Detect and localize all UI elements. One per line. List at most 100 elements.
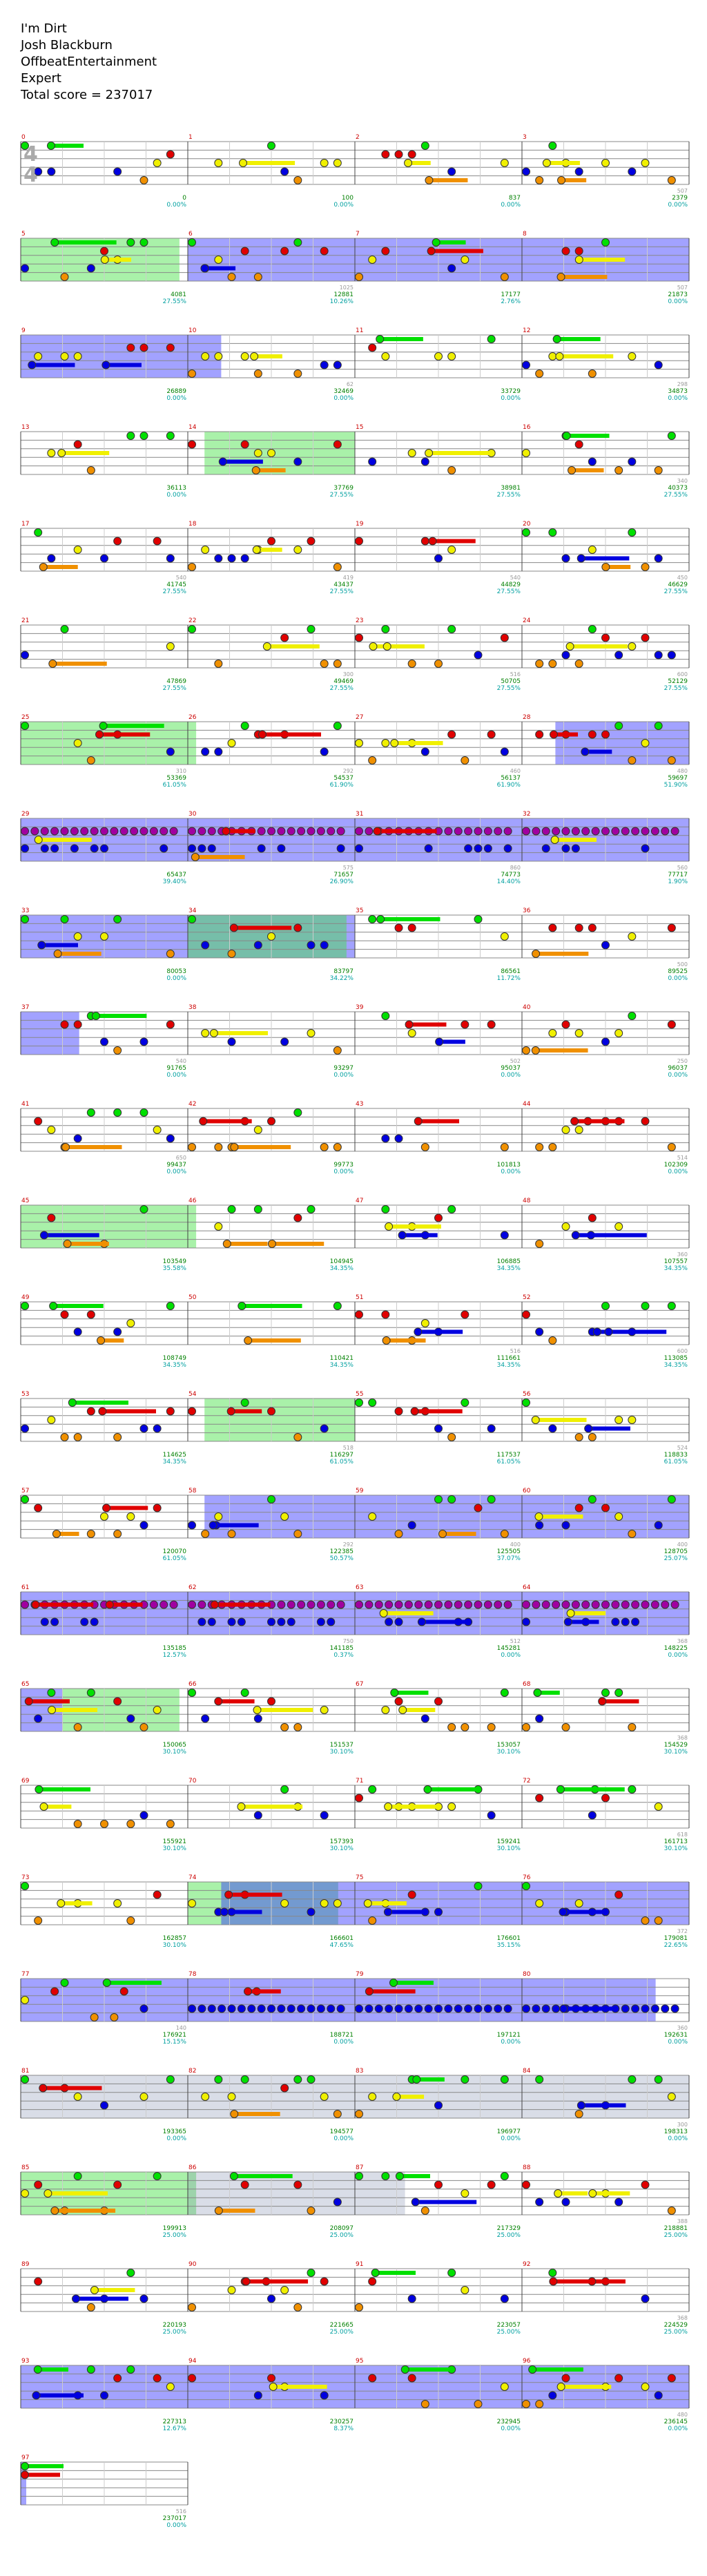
note-blue [100, 844, 108, 853]
note-green [293, 238, 302, 247]
bpm-value: 516 [510, 671, 521, 677]
solo-section [188, 2172, 405, 2215]
note-red [34, 2180, 43, 2189]
staff-row: 41 42 43 44650994370.00%997730.00%1018130.0… [20, 1101, 690, 1175]
note-red [414, 1117, 423, 1126]
note-green [522, 1882, 530, 1890]
note-blue [227, 2004, 236, 2013]
note-blue [139, 1811, 148, 1820]
measure-percent: 27.55% [330, 492, 354, 499]
note-orange [548, 1336, 557, 1345]
note-red [434, 2180, 443, 2189]
note-blue [113, 1327, 122, 1336]
note-orange [420, 1143, 429, 1151]
note-orange [166, 950, 175, 958]
note-green [34, 528, 43, 537]
measure-number: 7 [356, 231, 360, 238]
note-red [39, 2084, 48, 2093]
note-blue [561, 844, 570, 853]
measure-percent: 0.00% [668, 298, 688, 305]
measure-percent: 34.35% [664, 1265, 688, 1272]
note-yellow [90, 2286, 99, 2294]
note-red [293, 1213, 302, 1222]
note-blue [474, 2004, 483, 2013]
note-red [614, 1890, 623, 1899]
note-red [407, 2374, 416, 2383]
measure-number: 65 [21, 1681, 29, 1688]
note-red [277, 827, 286, 836]
bpm-value: 750 [343, 1638, 354, 1644]
note-red [98, 1407, 107, 1416]
measure-percent: 0.00% [166, 395, 186, 402]
note-red [188, 2374, 196, 2383]
note-red [40, 827, 49, 836]
measure-score: 114625 [163, 1452, 186, 1459]
bpm-value: 512 [510, 1638, 521, 1644]
note-orange [535, 176, 544, 184]
note-blue [411, 2198, 420, 2207]
note-yellow [550, 836, 559, 844]
note-red [355, 1794, 363, 1803]
note-yellow [548, 1029, 557, 1037]
note-orange [53, 950, 62, 958]
note-yellow [267, 932, 275, 941]
measure-percent: 15.15% [163, 2039, 187, 2046]
sustain-green [39, 1787, 91, 1791]
note-red [365, 1987, 374, 1996]
sustain-green [242, 1304, 302, 1308]
sustain-green [436, 240, 466, 244]
note-orange [52, 1530, 61, 1538]
note-yellow [57, 1899, 66, 1907]
measure-score: 197121 [497, 2032, 521, 2039]
note-red [31, 1600, 40, 1609]
note-blue [444, 2004, 453, 2013]
note-blue [320, 361, 329, 369]
star-power-active [21, 2462, 26, 2505]
sustain-green [394, 1691, 429, 1695]
note-green [166, 2075, 175, 2084]
measure-score: 96037 [668, 1065, 688, 1072]
sustain-orange [248, 1338, 301, 1343]
note-green [381, 625, 390, 633]
note-yellow [384, 1803, 393, 1811]
note-red [588, 1213, 597, 1222]
star-power-phrase [188, 915, 347, 958]
note-red [571, 1600, 580, 1609]
measure-percent: 0.00% [501, 395, 521, 402]
measure-number: 36 [523, 907, 531, 914]
note-yellow [333, 159, 342, 167]
sustain-red [369, 1989, 416, 1994]
note-green [307, 625, 316, 633]
sustain-yellow [592, 2191, 630, 2195]
sustain-orange [536, 952, 589, 956]
measure-score: 100 [342, 195, 354, 202]
note-orange [487, 1723, 496, 1731]
note-blue [628, 457, 637, 466]
note-red [21, 827, 29, 836]
bpm-value: 292 [343, 1541, 354, 1548]
note-green [293, 1108, 302, 1117]
note-red [535, 1794, 544, 1803]
measure-number: 63 [356, 1584, 363, 1591]
bpm-value: 400 [677, 1541, 688, 1548]
note-yellow [43, 2189, 52, 2198]
measure-number: 38 [188, 1004, 197, 1011]
measure-score: 56137 [501, 775, 521, 782]
note-orange [201, 1530, 210, 1538]
note-red [100, 247, 108, 256]
note-red [414, 1600, 423, 1609]
measure-number: 13 [21, 424, 29, 431]
note-red [588, 730, 597, 739]
note-green [381, 1012, 390, 1020]
note-green [307, 2075, 316, 2084]
note-red [503, 1600, 512, 1609]
note-yellow [113, 1899, 122, 1907]
note-green [601, 1689, 610, 1697]
measure-percent: 61.05% [330, 1459, 354, 1465]
note-green [35, 1785, 43, 1794]
note-red [34, 2277, 43, 2286]
note-red [307, 1600, 316, 1609]
note-blue [577, 554, 585, 563]
note-blue [197, 1617, 206, 1626]
note-yellow [100, 1512, 108, 1521]
